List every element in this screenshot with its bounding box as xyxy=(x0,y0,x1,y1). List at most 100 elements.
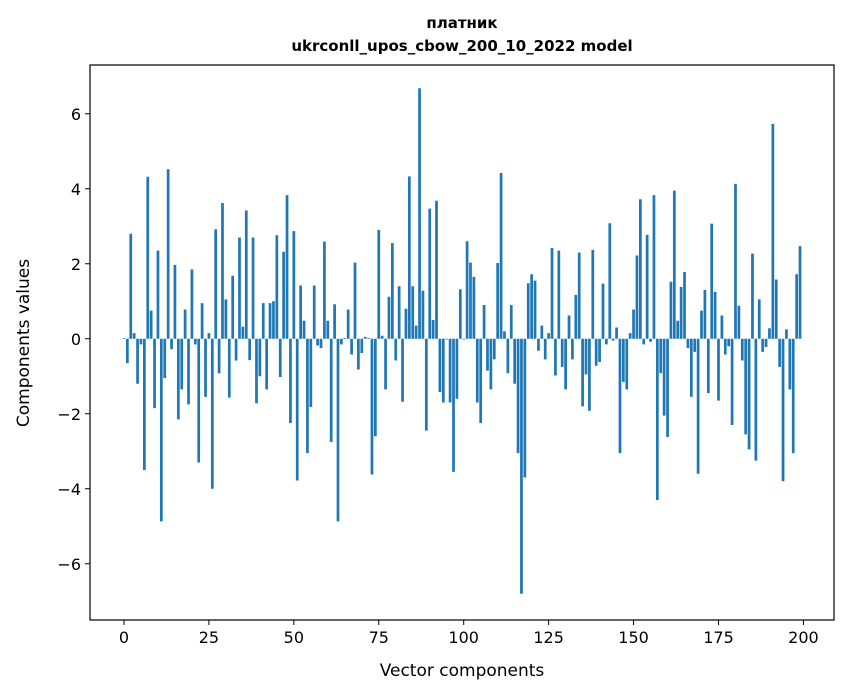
bar-191 xyxy=(771,123,775,339)
x-tick-label: 175 xyxy=(703,628,734,647)
bar-116 xyxy=(516,338,520,454)
bar-47 xyxy=(282,251,285,339)
bar-144 xyxy=(611,338,615,341)
bar-69 xyxy=(357,338,360,370)
bar-110 xyxy=(496,263,500,339)
bar-52 xyxy=(299,285,302,339)
bar-87 xyxy=(418,88,421,339)
bar-53 xyxy=(302,320,306,339)
x-tick-label: 75 xyxy=(369,628,389,647)
bar-7 xyxy=(146,176,150,339)
bar-16 xyxy=(176,338,180,420)
bar-164 xyxy=(679,287,683,339)
y-tick-label: 0 xyxy=(71,330,81,349)
bar-149 xyxy=(628,333,632,339)
bar-187 xyxy=(757,299,761,339)
bar-100 xyxy=(462,338,466,340)
bar-3 xyxy=(132,333,136,339)
bar-196 xyxy=(788,338,792,390)
bar-51 xyxy=(295,338,299,481)
bar-108 xyxy=(489,338,493,390)
bar-70 xyxy=(360,338,364,353)
bar-19 xyxy=(187,338,190,405)
bar-26 xyxy=(210,338,214,489)
bar-103 xyxy=(472,276,476,339)
bar-43 xyxy=(268,303,272,339)
bar-128 xyxy=(557,250,561,339)
bar-165 xyxy=(683,272,686,339)
bar-33 xyxy=(234,338,238,361)
chart-title: платник xyxy=(426,14,497,32)
bar-106 xyxy=(482,305,486,339)
bar-114 xyxy=(509,305,513,339)
bar-186 xyxy=(754,338,758,461)
bar-157 xyxy=(655,338,659,500)
bar-29 xyxy=(221,203,224,339)
bar-65 xyxy=(343,338,347,339)
y-axis-ticks: −6 −4 −2 0 2 4 6 xyxy=(57,105,90,574)
bar-58 xyxy=(319,338,323,349)
bar-139 xyxy=(594,338,598,366)
bar-190 xyxy=(768,328,771,339)
plot-frame xyxy=(89,64,835,621)
bar-89 xyxy=(424,338,428,431)
x-tick-label: 150 xyxy=(618,628,649,647)
x-tick-label: 25 xyxy=(199,628,219,647)
x-tick-label: 100 xyxy=(448,628,479,647)
bar-180 xyxy=(734,183,737,339)
bar-39 xyxy=(255,338,258,404)
bar-172 xyxy=(706,338,710,394)
y-tick-label: 4 xyxy=(71,180,81,199)
bar-113 xyxy=(506,338,510,374)
bar-98 xyxy=(455,338,459,399)
bar-199 xyxy=(798,246,802,339)
bar-124 xyxy=(543,338,547,360)
bar-82 xyxy=(401,338,404,402)
bar-84 xyxy=(407,176,411,339)
bar-177 xyxy=(723,338,727,355)
bar-85 xyxy=(411,286,415,339)
bar-146 xyxy=(618,338,622,454)
bar-121 xyxy=(533,280,537,339)
bar-163 xyxy=(676,320,680,339)
bar-23 xyxy=(200,303,204,339)
bar-169 xyxy=(696,338,700,474)
bar-78 xyxy=(387,296,391,339)
bar-101 xyxy=(465,241,469,339)
bar-17 xyxy=(180,338,184,390)
bar-94 xyxy=(441,338,445,403)
bar-120 xyxy=(530,274,533,339)
bar-24 xyxy=(204,338,207,397)
bar-64 xyxy=(340,338,343,345)
bar-91 xyxy=(431,320,435,339)
bar-56 xyxy=(312,285,316,339)
bar-136 xyxy=(584,338,588,375)
y-tick-label: 2 xyxy=(71,255,81,274)
bar-158 xyxy=(659,338,663,374)
bar-109 xyxy=(492,338,496,360)
bar-12 xyxy=(163,338,167,379)
bar-96 xyxy=(448,338,452,403)
bar-27 xyxy=(214,229,218,339)
bar-14 xyxy=(170,338,173,350)
bar-193 xyxy=(778,338,781,367)
bar-141 xyxy=(601,283,605,339)
bar-0 xyxy=(122,338,126,339)
x-tick-label: 200 xyxy=(788,628,819,647)
bar-18 xyxy=(183,309,187,339)
x-axis-label: Vector components xyxy=(380,661,545,681)
bar-184 xyxy=(747,338,751,450)
bar-79 xyxy=(391,243,394,339)
bar-153 xyxy=(642,338,646,345)
bar-68 xyxy=(353,262,357,339)
bar-97 xyxy=(452,338,455,472)
bar-90 xyxy=(428,208,432,339)
x-tick-label: 50 xyxy=(284,628,304,647)
bar-75 xyxy=(377,230,381,339)
bar-104 xyxy=(475,338,479,403)
bar-55 xyxy=(309,338,313,407)
bar-129 xyxy=(560,338,564,367)
bar-160 xyxy=(666,338,669,437)
bar-41 xyxy=(261,303,265,339)
bar-series xyxy=(122,88,802,594)
